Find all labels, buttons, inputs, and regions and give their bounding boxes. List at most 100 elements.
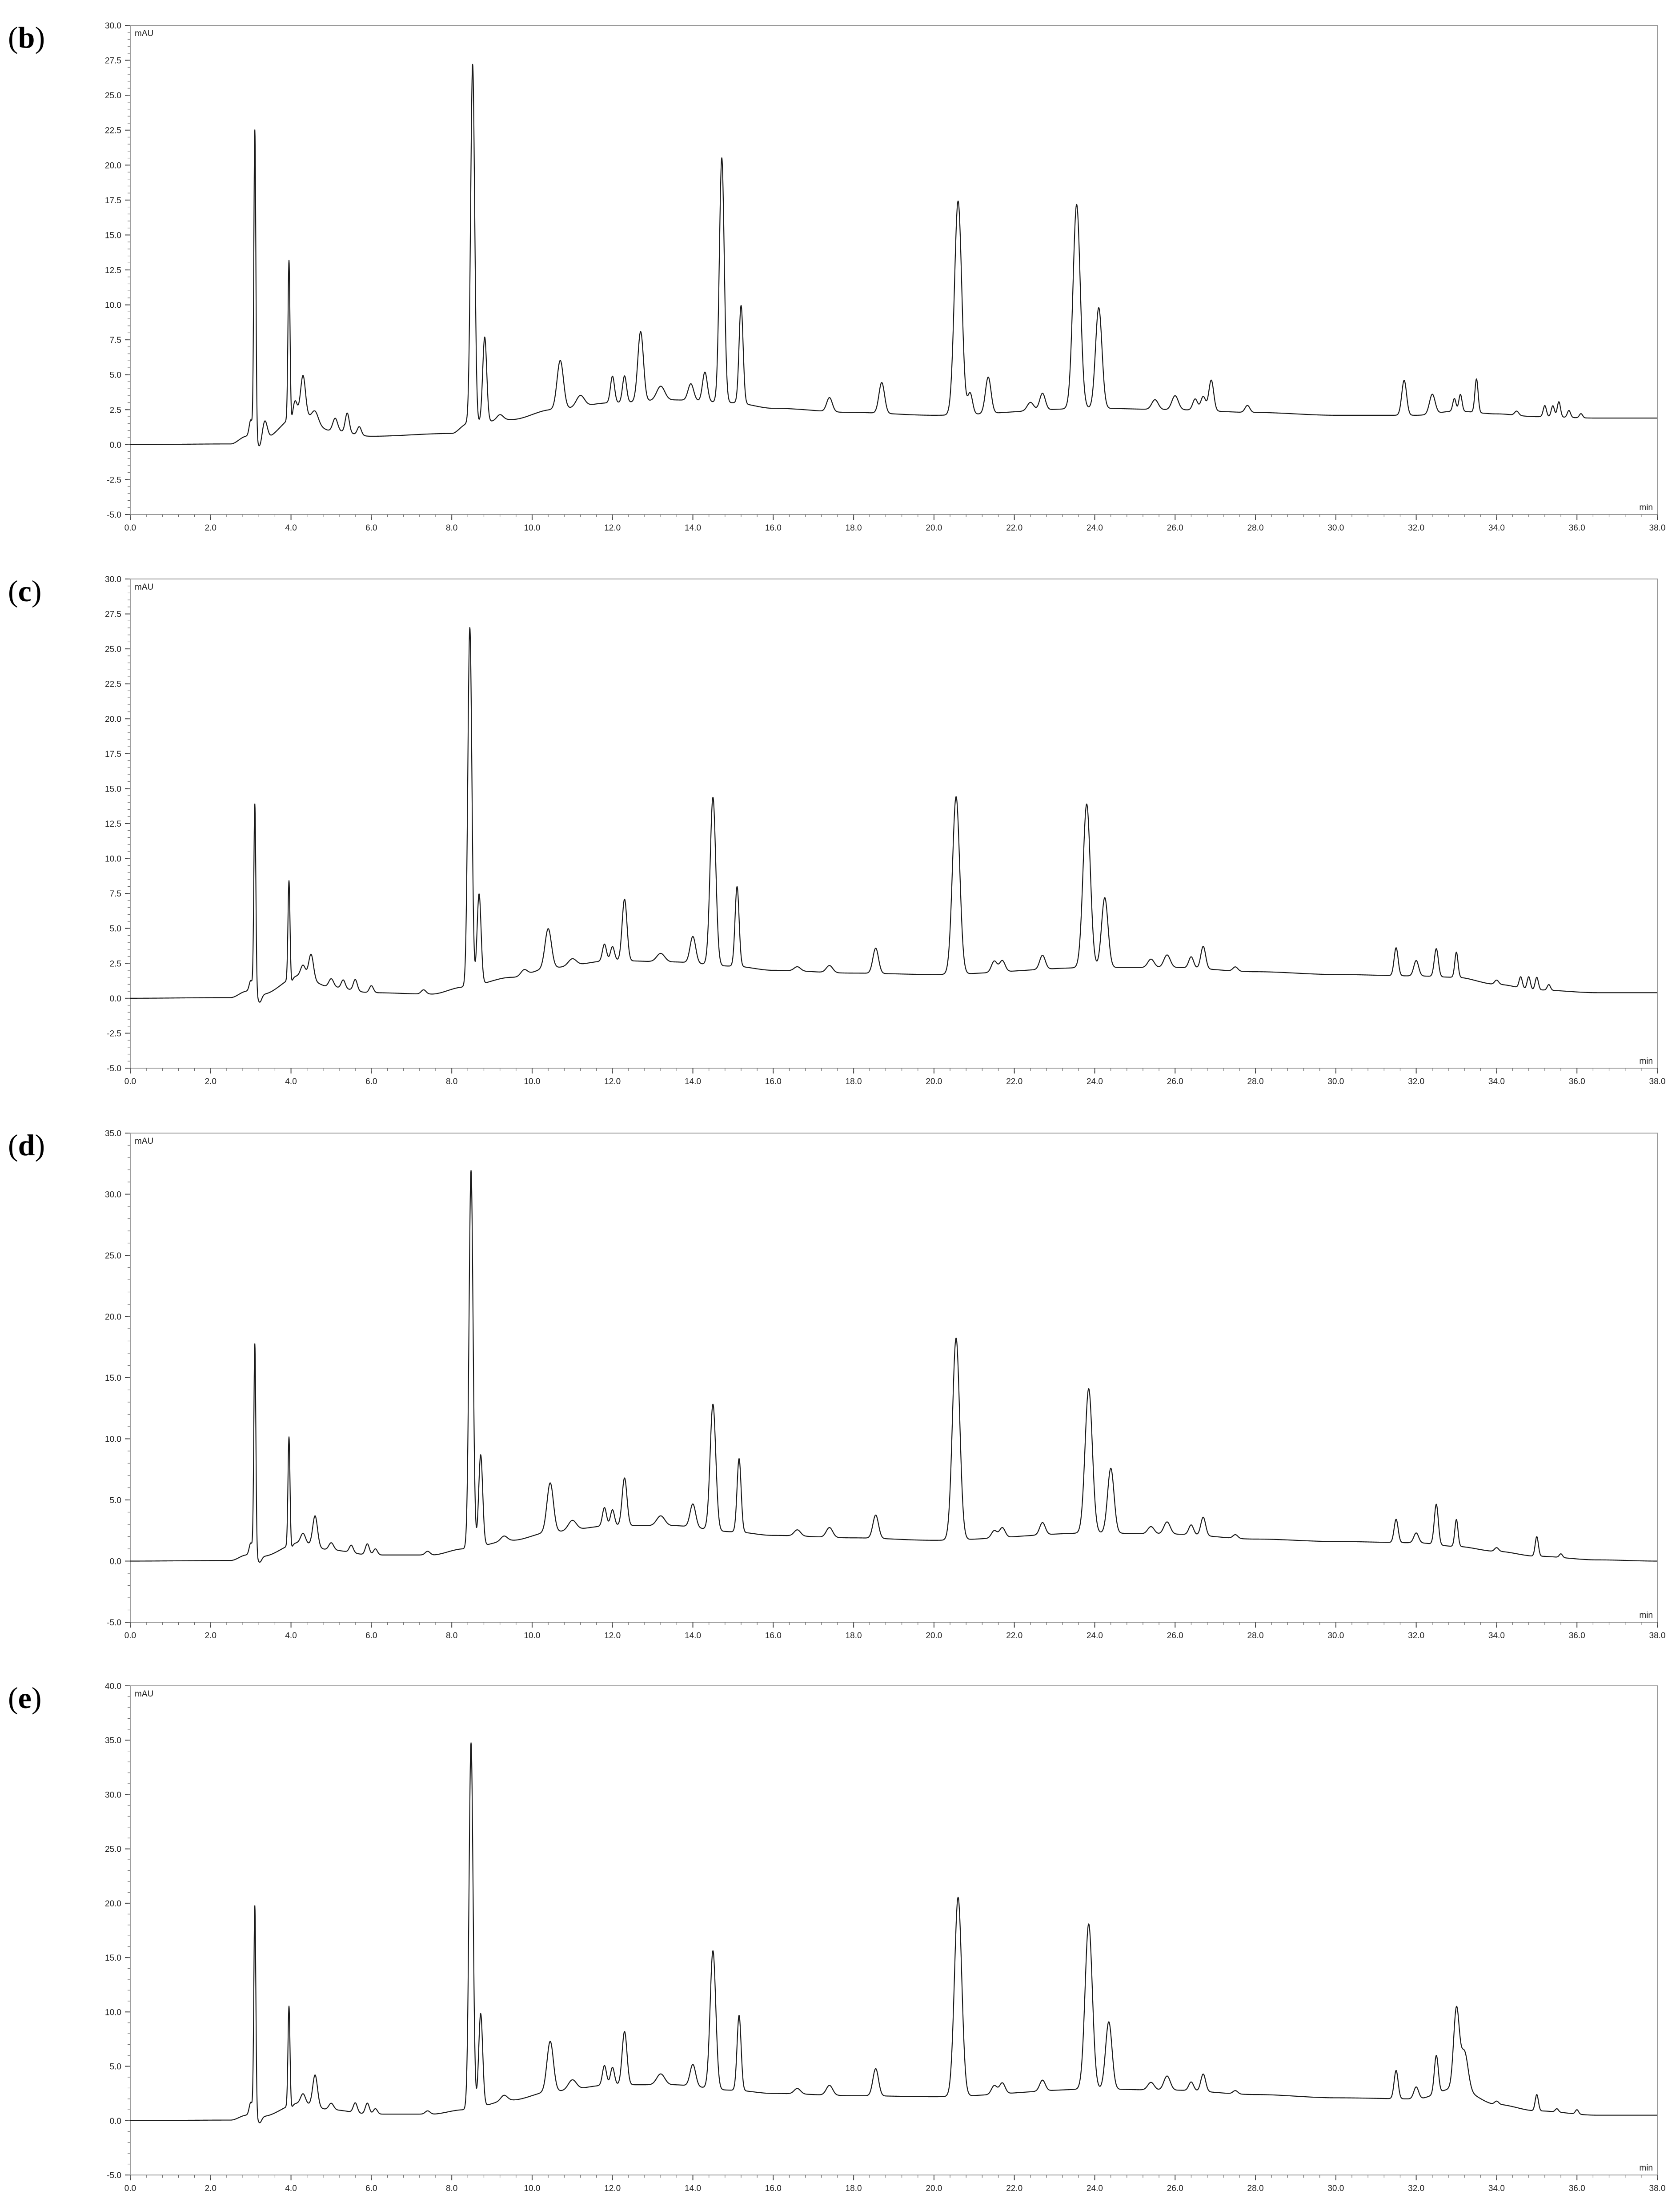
x-tick-label: 30.0 bbox=[1327, 1077, 1344, 1086]
y-tick-label: 30.0 bbox=[105, 1790, 121, 1800]
panel-label: (c) bbox=[8, 574, 42, 608]
peak-point bbox=[253, 129, 256, 131]
y-tick-label: 0.0 bbox=[110, 1557, 121, 1567]
x-tick-label: 12.0 bbox=[604, 1631, 621, 1640]
peak-point bbox=[1001, 2082, 1004, 2084]
peak-point bbox=[302, 2092, 305, 2095]
x-tick-label: 0.0 bbox=[124, 1077, 136, 1086]
y-tick-label: 17.5 bbox=[105, 750, 121, 759]
y-tick-label: 15.0 bbox=[105, 1954, 121, 1963]
x-tick-label: 16.0 bbox=[765, 1631, 782, 1640]
y-tick-label: 30.0 bbox=[105, 1190, 121, 1200]
x-tick-label: 30.0 bbox=[1327, 1631, 1344, 1640]
y-tick-label: 20.0 bbox=[105, 161, 121, 170]
peak-point bbox=[1098, 306, 1100, 309]
peak-point bbox=[1110, 1467, 1112, 1470]
peak-point bbox=[302, 964, 305, 966]
x-tick-label: 2.0 bbox=[205, 523, 217, 533]
x-tick-label: 26.0 bbox=[1167, 523, 1183, 533]
peak-point bbox=[264, 420, 266, 422]
peak-point bbox=[1190, 1524, 1192, 1526]
x-tick-label: 20.0 bbox=[926, 2184, 942, 2193]
peak-point bbox=[828, 1526, 831, 1529]
y-tick-label: 25.0 bbox=[105, 1845, 121, 1854]
y-axis-unit: mAU bbox=[135, 1689, 153, 1699]
y-tick-label: 12.5 bbox=[105, 820, 121, 829]
x-tick-label: 12.0 bbox=[604, 1077, 621, 1086]
y-tick-label: 5.0 bbox=[110, 1496, 121, 1505]
peak-point bbox=[736, 885, 738, 888]
peak-point bbox=[294, 399, 297, 402]
peak-point bbox=[314, 1515, 317, 1517]
y-tick-label: 15.0 bbox=[105, 231, 121, 240]
peak-point bbox=[1087, 1922, 1090, 1925]
peak-point bbox=[288, 259, 290, 261]
peak-point bbox=[1459, 393, 1462, 396]
peak-point bbox=[1455, 2005, 1458, 2008]
peak-point bbox=[249, 2101, 252, 2103]
peak-point bbox=[603, 1506, 606, 1509]
peak-point bbox=[346, 412, 349, 414]
chromatogram-trace bbox=[130, 64, 1658, 446]
peak-point bbox=[1435, 1503, 1438, 1506]
peak-point bbox=[523, 968, 525, 971]
peak-point bbox=[1075, 203, 1078, 206]
y-tick-label: 5.0 bbox=[110, 371, 121, 380]
x-tick-label: 20.0 bbox=[926, 523, 942, 533]
peak-point bbox=[1415, 2086, 1418, 2088]
chromatogram-trace bbox=[130, 627, 1658, 1003]
peak-point bbox=[503, 2094, 505, 2097]
peak-point bbox=[1166, 2074, 1168, 2077]
x-tick-label: 32.0 bbox=[1408, 1077, 1424, 1086]
chart-panel-d: (d) 35.030.025.020.015.010.05.00.0-5.00.0… bbox=[8, 1128, 1665, 1640]
x-tick-label: 28.0 bbox=[1247, 1631, 1264, 1640]
panel-label-letter: b bbox=[18, 20, 35, 54]
x-tick-label: 30.0 bbox=[1327, 523, 1344, 533]
peak-point bbox=[1234, 2089, 1237, 2092]
y-tick-label: 35.0 bbox=[105, 1129, 121, 1138]
x-tick-label: 6.0 bbox=[365, 2184, 377, 2193]
peak-point bbox=[1552, 404, 1554, 407]
peak-point bbox=[330, 1541, 333, 1544]
y-tick-label: 25.0 bbox=[105, 1251, 121, 1261]
y-tick-label: 30.0 bbox=[105, 21, 121, 31]
y-tick-label: 20.0 bbox=[105, 715, 121, 724]
peak-point bbox=[1087, 1387, 1090, 1390]
panel-label-letter: d bbox=[18, 1128, 35, 1162]
x-tick-label: 10.0 bbox=[524, 1631, 540, 1640]
peak-point bbox=[1001, 959, 1004, 962]
x-tick-label: 2.0 bbox=[205, 1631, 217, 1640]
x-tick-label: 26.0 bbox=[1167, 1077, 1183, 1086]
peak-point bbox=[738, 1457, 740, 1460]
y-tick-label: 17.5 bbox=[105, 196, 121, 205]
peak-point bbox=[1556, 2107, 1558, 2110]
plot-frame bbox=[130, 1685, 1658, 2175]
peak-point bbox=[1463, 2049, 1466, 2052]
y-tick-label: -5.0 bbox=[107, 1064, 121, 1073]
peak-point bbox=[1166, 1520, 1168, 1523]
y-tick-label: 20.0 bbox=[105, 1899, 121, 1909]
y-tick-label: 25.0 bbox=[105, 645, 121, 654]
y-tick-label: 7.5 bbox=[110, 336, 121, 345]
x-tick-label: 38.0 bbox=[1649, 523, 1666, 533]
x-tick-label: 10.0 bbox=[524, 523, 540, 533]
peak-point bbox=[1395, 2069, 1397, 2072]
y-tick-label: 22.5 bbox=[105, 126, 121, 136]
x-tick-label: 16.0 bbox=[765, 1077, 782, 1086]
peak-point bbox=[503, 1535, 505, 1537]
x-tick-label: 8.0 bbox=[446, 523, 457, 533]
peak-point bbox=[330, 977, 333, 980]
peak-point bbox=[571, 1519, 573, 1522]
x-tick-label: 0.0 bbox=[124, 2184, 136, 2193]
panel-label: (d) bbox=[8, 1128, 45, 1162]
peak-point bbox=[1085, 803, 1088, 805]
y-tick-label: 10.0 bbox=[105, 855, 121, 864]
x-tick-label: 14.0 bbox=[685, 1631, 701, 1640]
peak-point bbox=[1190, 956, 1192, 958]
x-tick-label: 4.0 bbox=[285, 1631, 297, 1640]
peak-point bbox=[623, 2030, 626, 2033]
peak-point bbox=[1453, 397, 1456, 400]
peak-point bbox=[1560, 1552, 1562, 1555]
y-tick-label: 10.0 bbox=[105, 301, 121, 310]
peak-point bbox=[288, 2005, 290, 2007]
